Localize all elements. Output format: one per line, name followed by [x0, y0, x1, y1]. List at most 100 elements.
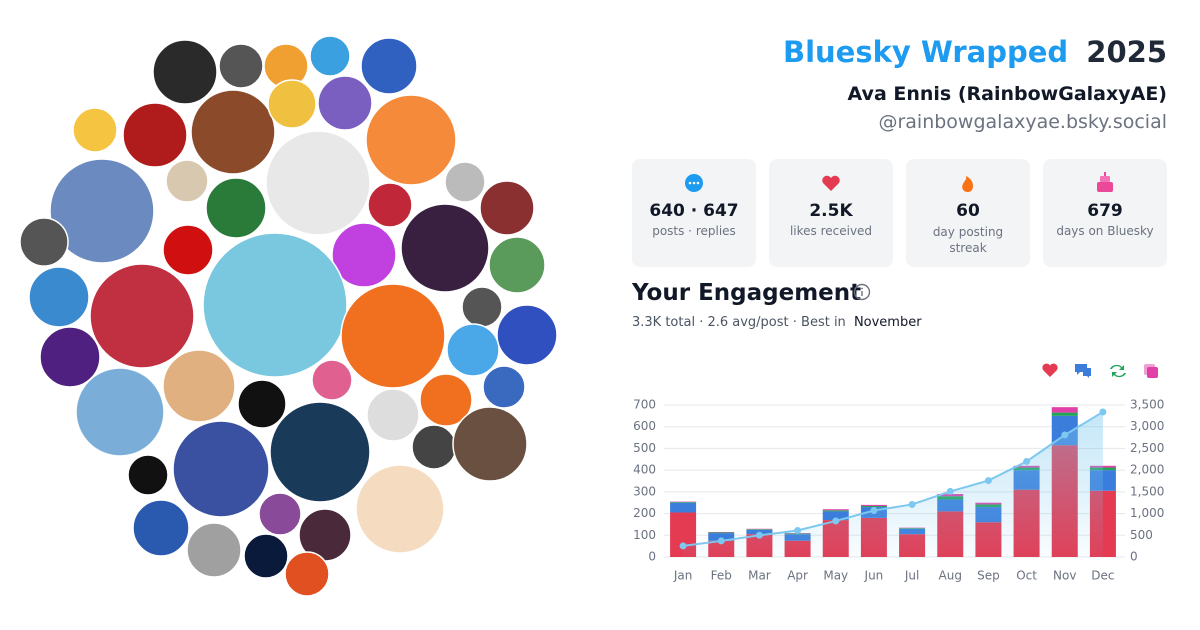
legend-likes [1042, 363, 1058, 377]
x-tick-label: Nov [1053, 569, 1076, 583]
avatar [419, 373, 473, 427]
display-name: Ava Ennis (RainbowGalaxyAE) [848, 83, 1167, 105]
y2-tick-label: 1,500 [1130, 484, 1164, 498]
x-tick-label: Jul [904, 569, 919, 583]
stat-value: 60 [956, 201, 980, 221]
line-point [1099, 408, 1107, 416]
avatar [360, 37, 418, 95]
x-tick-label: Aug [939, 569, 962, 583]
avatar [186, 522, 242, 578]
title-year: 2025 [1086, 35, 1167, 69]
stat-card [769, 159, 893, 267]
bar-segment [860, 504, 887, 506]
cumulative-area [683, 411, 1103, 557]
bar-segment [708, 533, 735, 541]
avatar [284, 551, 330, 597]
x-tick-label: Sep [977, 569, 1000, 583]
stat-value: 2.5K [809, 201, 853, 221]
avatar [28, 266, 90, 328]
avatar [162, 224, 214, 276]
avatar [165, 159, 209, 203]
x-tick-label: Jan [673, 569, 693, 583]
posts-icon [685, 174, 703, 192]
avatar [461, 286, 503, 328]
stat-card [1043, 159, 1167, 267]
avatar [190, 89, 276, 175]
info-icon[interactable] [853, 283, 871, 301]
handle: @rainbowgalaxyae.bsky.social [878, 111, 1167, 133]
avatar [218, 43, 264, 89]
avatar [172, 420, 270, 518]
avatar [258, 492, 302, 536]
avatar [331, 222, 397, 288]
stat-label-box: day posting streak [932, 225, 1004, 255]
x-tick-label: Oct [1016, 569, 1037, 583]
x-tick-label: Feb [711, 569, 732, 583]
avatar [75, 367, 165, 457]
avatar [269, 401, 371, 503]
x-tick-label: Dec [1091, 569, 1114, 583]
bar-segment [822, 510, 849, 512]
stat-card [632, 159, 756, 267]
title: Bluesky Wrapped 2025 [783, 35, 1167, 69]
bar-segment [860, 505, 887, 508]
engagement-chart: 0 100 200 300 400 500 600 700 0 500 1,000 1,500 2,00… [633, 363, 1164, 583]
x-tick-label: May [823, 569, 848, 583]
avatar [496, 304, 558, 366]
y-tick-label: 700 [633, 398, 656, 412]
stat-label: day posting streak [932, 225, 1004, 255]
line-point [832, 517, 840, 525]
avatar-collage [19, 35, 558, 597]
avatar [482, 365, 526, 409]
y-tick-label: 400 [633, 463, 656, 477]
avatar [89, 263, 195, 369]
avatar [452, 406, 528, 482]
bar-segment [708, 532, 735, 534]
avatar [237, 379, 287, 429]
y2-tick-label: 3,500 [1130, 398, 1164, 412]
summary-text: 3.3K total · 2.6 avg/post · Best in [632, 315, 846, 330]
cake-icon [1097, 172, 1113, 192]
avatar [309, 35, 351, 77]
avatar [365, 94, 457, 186]
stat-label: posts · replies [652, 224, 736, 238]
stat-label: days on Bluesky [1056, 224, 1153, 238]
y-tick-label: 500 [633, 441, 656, 455]
y2-tick-label: 500 [1130, 528, 1153, 542]
y-tick-label: 300 [633, 484, 656, 498]
bar-segment [670, 502, 697, 513]
stat-label: likes received [790, 224, 872, 238]
line-point [717, 537, 725, 545]
y-tick-label: 600 [633, 419, 656, 433]
best-month: November [854, 315, 922, 330]
avatar [243, 533, 289, 579]
avatar [366, 388, 420, 442]
stat-cards: 640 · 647 posts · replies 2.5K likes rec… [632, 159, 1167, 267]
avatar [311, 359, 353, 401]
bar-segment [822, 509, 849, 511]
x-tick-label: Apr [787, 569, 808, 583]
avatar [152, 39, 218, 105]
avatar [265, 130, 371, 236]
stat-value: 640 · 647 [649, 201, 738, 221]
line-point [1061, 431, 1069, 439]
bar-segment [670, 502, 697, 503]
y2-tick-label: 1,000 [1130, 506, 1164, 520]
stat-value: 679 [1087, 201, 1123, 221]
summary: 3.3K total · 2.6 avg/post · Best in Nove… [632, 315, 922, 330]
avatar [132, 499, 190, 557]
y-tick-label: 0 [648, 550, 656, 564]
avatar [479, 180, 535, 236]
avatar [162, 349, 236, 423]
avatar [202, 232, 348, 378]
y2-tick-label: 2,000 [1130, 463, 1164, 477]
bar-segment [1051, 407, 1078, 413]
line-point [946, 487, 954, 495]
avatar [49, 158, 155, 264]
avatar [400, 203, 490, 293]
bar-segment [746, 529, 773, 530]
bar-segment [1051, 412, 1078, 416]
cumulative-line [682, 411, 1104, 547]
avatar [355, 464, 445, 554]
x-tick-label: Mar [748, 569, 771, 583]
